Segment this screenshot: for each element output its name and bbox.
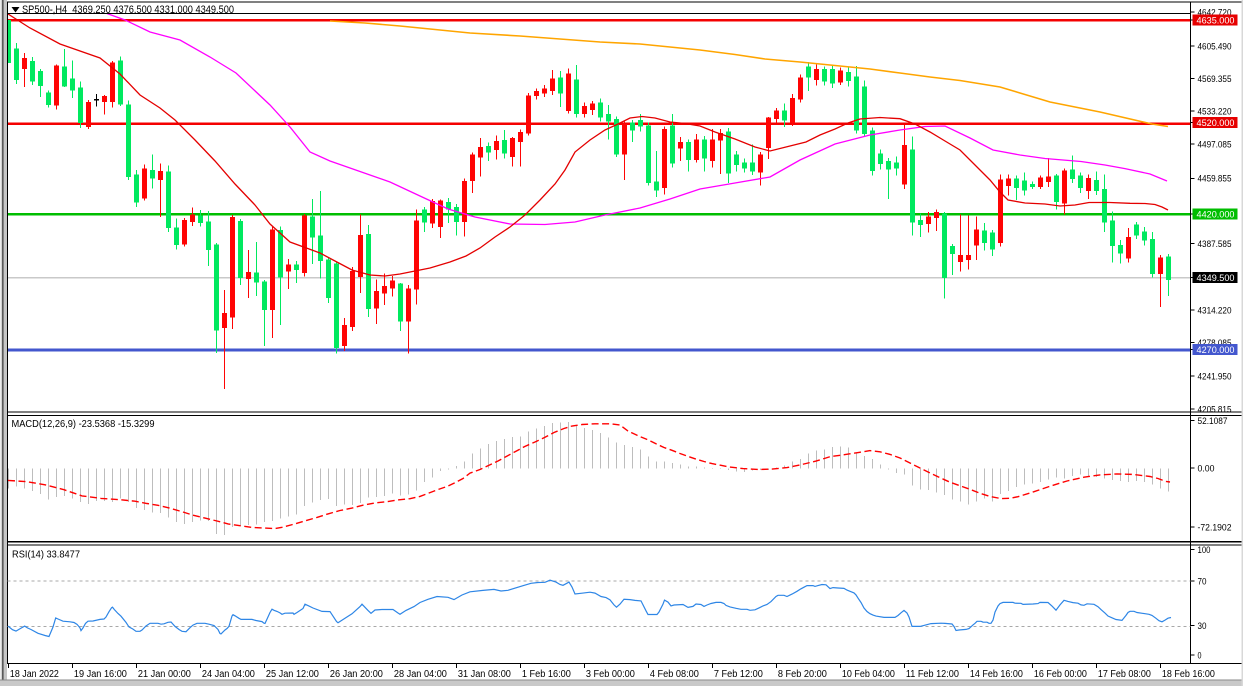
svg-text:4420.000: 4420.000 bbox=[1197, 209, 1235, 220]
svg-text:3 Feb 00:00: 3 Feb 00:00 bbox=[586, 669, 635, 680]
svg-text:4635.000: 4635.000 bbox=[1197, 15, 1235, 26]
svg-text:1 Feb 16:00: 1 Feb 16:00 bbox=[522, 669, 571, 680]
svg-text:16 Feb 00:00: 16 Feb 00:00 bbox=[1034, 669, 1087, 680]
svg-text:RSI(14) 33.8477: RSI(14) 33.8477 bbox=[12, 549, 80, 561]
svg-text:4520.000: 4520.000 bbox=[1197, 118, 1235, 129]
svg-text:28 Jan 04:00: 28 Jan 04:00 bbox=[394, 669, 447, 680]
svg-text:70: 70 bbox=[1198, 576, 1207, 587]
svg-text:30: 30 bbox=[1198, 621, 1207, 632]
svg-text:4 Feb 08:00: 4 Feb 08:00 bbox=[650, 669, 699, 680]
svg-text:MACD(12,26,9) -23.5368 -15.329: MACD(12,26,9) -23.5368 -15.3299 bbox=[12, 418, 155, 430]
svg-text:4533.220: 4533.220 bbox=[1198, 107, 1232, 118]
svg-text:8 Feb 20:00: 8 Feb 20:00 bbox=[778, 669, 827, 680]
svg-text:17 Feb 08:00: 17 Feb 08:00 bbox=[1098, 669, 1151, 680]
svg-text:100: 100 bbox=[1198, 545, 1211, 556]
svg-text:4205.815: 4205.815 bbox=[1198, 405, 1232, 416]
svg-text:4497.085: 4497.085 bbox=[1198, 139, 1232, 150]
svg-text:26 Jan 20:00: 26 Jan 20:00 bbox=[330, 669, 383, 680]
svg-text:14 Feb 16:00: 14 Feb 16:00 bbox=[970, 669, 1023, 680]
svg-text:4241.950: 4241.950 bbox=[1198, 371, 1232, 382]
svg-text:52.1087: 52.1087 bbox=[1198, 416, 1228, 427]
svg-text:-72.1902: -72.1902 bbox=[1198, 522, 1232, 533]
svg-text:4314.220: 4314.220 bbox=[1198, 305, 1232, 316]
svg-text:19 Jan 16:00: 19 Jan 16:00 bbox=[74, 669, 127, 680]
svg-text:31 Jan 08:00: 31 Jan 08:00 bbox=[458, 669, 511, 680]
svg-text:4605.490: 4605.490 bbox=[1198, 41, 1232, 52]
svg-text:4349.500: 4349.500 bbox=[1197, 273, 1235, 284]
svg-text:7 Feb 12:00: 7 Feb 12:00 bbox=[714, 669, 763, 680]
svg-text:18 Jan 2022: 18 Jan 2022 bbox=[10, 669, 59, 680]
svg-text:4270.000: 4270.000 bbox=[1197, 345, 1235, 356]
svg-text:21 Jan 00:00: 21 Jan 00:00 bbox=[138, 669, 191, 680]
svg-text:4387.585: 4387.585 bbox=[1198, 239, 1232, 250]
svg-text:18 Feb 16:00: 18 Feb 16:00 bbox=[1162, 669, 1215, 680]
svg-text:SP500-,H4 4369.250 4376.500 4: SP500-,H4 4369.250 4376.500 4331.000 434… bbox=[22, 4, 234, 16]
svg-text:0.00: 0.00 bbox=[1198, 464, 1215, 475]
svg-text:10 Feb 04:00: 10 Feb 04:00 bbox=[842, 669, 895, 680]
svg-text:0: 0 bbox=[1198, 650, 1202, 661]
svg-text:25 Jan 12:00: 25 Jan 12:00 bbox=[266, 669, 319, 680]
svg-text:4459.855: 4459.855 bbox=[1198, 174, 1232, 185]
svg-text:24 Jan 04:00: 24 Jan 04:00 bbox=[202, 669, 255, 680]
svg-text:4569.355: 4569.355 bbox=[1198, 74, 1232, 85]
svg-text:11 Feb 12:00: 11 Feb 12:00 bbox=[906, 669, 959, 680]
